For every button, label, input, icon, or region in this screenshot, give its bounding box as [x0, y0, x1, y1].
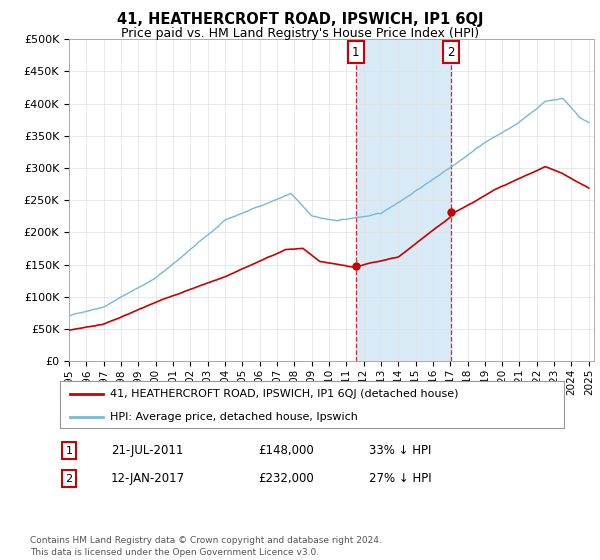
Text: 1: 1 [65, 446, 73, 456]
Text: £232,000: £232,000 [258, 472, 314, 486]
Text: 33% ↓ HPI: 33% ↓ HPI [369, 444, 431, 458]
Text: 41, HEATHERCROFT ROAD, IPSWICH, IP1 6QJ (detached house): 41, HEATHERCROFT ROAD, IPSWICH, IP1 6QJ … [110, 389, 459, 399]
Text: HPI: Average price, detached house, Ipswich: HPI: Average price, detached house, Ipsw… [110, 412, 358, 422]
Text: Price paid vs. HM Land Registry's House Price Index (HPI): Price paid vs. HM Land Registry's House … [121, 27, 479, 40]
Text: 1: 1 [352, 45, 359, 59]
Text: Contains HM Land Registry data © Crown copyright and database right 2024.
This d: Contains HM Land Registry data © Crown c… [30, 536, 382, 557]
Text: 2: 2 [447, 45, 455, 59]
Text: 41, HEATHERCROFT ROAD, IPSWICH, IP1 6QJ: 41, HEATHERCROFT ROAD, IPSWICH, IP1 6QJ [117, 12, 483, 27]
Text: 21-JUL-2011: 21-JUL-2011 [111, 444, 184, 458]
Text: 12-JAN-2017: 12-JAN-2017 [111, 472, 185, 486]
Bar [356, 39, 451, 361]
Text: 27% ↓ HPI: 27% ↓ HPI [369, 472, 431, 486]
Text: 2: 2 [65, 474, 73, 484]
Text: £148,000: £148,000 [258, 444, 314, 458]
